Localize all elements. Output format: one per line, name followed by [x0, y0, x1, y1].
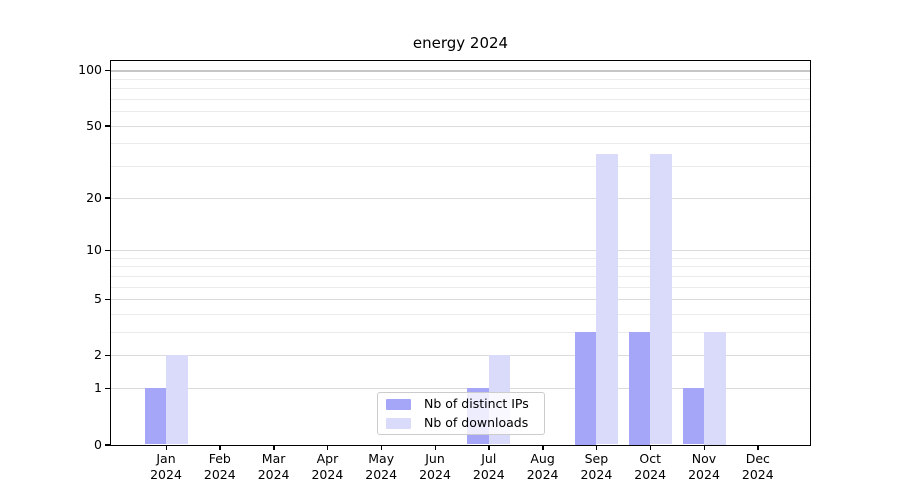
x-axis-tick [595, 444, 598, 450]
reference-line-100 [111, 69, 810, 72]
gridline-major [111, 299, 810, 301]
x-tick-label-oct: Oct 2024 [634, 451, 667, 482]
x-axis-tick [703, 444, 705, 450]
gridline-minor [111, 98, 810, 100]
x-tick-label-may: May 2024 [365, 451, 398, 482]
y-tick-label-20: 20 [86, 189, 102, 205]
x-tick-label-feb: Feb 2024 [203, 451, 236, 482]
gridline-minor [111, 88, 810, 89]
gridline-minor [111, 286, 810, 288]
y-tick-label-2: 2 [94, 347, 102, 363]
y-tick-label-100: 100 [78, 62, 102, 78]
bar-downloads-jan [166, 355, 188, 445]
gridline-minor [111, 332, 810, 333]
x-axis-tick [219, 444, 221, 450]
gridline-minor [111, 266, 810, 268]
y-axis-tick [105, 69, 110, 72]
x-tick-label-jun: Jun 2024 [419, 451, 451, 482]
x-tick-label-apr: Apr 2024 [311, 451, 344, 482]
gridline-major [111, 250, 810, 251]
x-axis-tick [488, 444, 490, 450]
y-tick-label-10: 10 [86, 242, 102, 257]
y-tick-label-5: 5 [94, 291, 102, 307]
gridline-major [111, 197, 810, 199]
gridline-minor [111, 143, 810, 145]
legend-label-distinct-ips: Nb of distinct IPs [424, 396, 529, 411]
y-tick-label-0: 0 [94, 436, 102, 452]
bar-distinct-ips-sep [574, 332, 597, 445]
legend-item-downloads: Nb of downloads [386, 415, 544, 431]
y-axis-tick [105, 125, 110, 127]
x-axis-tick [542, 444, 544, 450]
gridline-minor [111, 257, 810, 259]
bar-downloads-sep [596, 153, 618, 445]
gridline-minor [111, 313, 810, 315]
gridline-minor [111, 165, 810, 167]
x-tick-label-mar: Mar 2024 [257, 451, 290, 482]
x-axis-tick [326, 444, 329, 450]
y-axis-tick [105, 444, 110, 446]
bar-distinct-ips-oct [628, 332, 651, 445]
chart-title: energy 2024 [412, 34, 509, 52]
legend-swatch-downloads-icon [386, 417, 411, 429]
x-tick-label-aug: Aug 2024 [526, 451, 559, 482]
legend-item-distinct-ips: Nb of distinct IPs [386, 396, 544, 412]
gridline-major [111, 355, 810, 357]
gridline-minor [111, 111, 810, 112]
gridline-minor [111, 275, 810, 277]
x-axis-tick [757, 444, 759, 450]
bar-downloads-oct [650, 153, 672, 445]
x-axis-tick [273, 444, 275, 450]
x-axis-tick [434, 444, 436, 450]
y-axis-tick [105, 249, 110, 251]
y-tick-label-1: 1 [94, 380, 102, 396]
gridline-major [111, 388, 810, 390]
x-tick-label-jul: Jul 2024 [472, 451, 505, 482]
bar-distinct-ips-nov [682, 388, 704, 445]
y-axis-tick [105, 354, 110, 357]
x-axis-tick [380, 444, 383, 450]
x-tick-label-nov: Nov 2024 [688, 451, 720, 482]
y-axis-tick [105, 387, 110, 390]
legend: Nb of distinct IPs Nb of downloads [377, 392, 545, 435]
gridline-major [111, 125, 810, 127]
bar-downloads-nov [704, 332, 726, 445]
x-tick-label-jan: Jan 2024 [150, 451, 182, 482]
x-tick-label-dec: Dec 2024 [741, 451, 774, 482]
y-axis-tick [105, 197, 110, 199]
y-axis-tick [105, 298, 110, 301]
legend-swatch-distinct-ips-icon [386, 398, 411, 410]
gridline-minor [111, 78, 810, 80]
x-axis-tick [165, 444, 167, 450]
bar-distinct-ips-jan [144, 388, 166, 445]
x-axis-tick [649, 444, 652, 450]
x-tick-label-sep: Sep 2024 [580, 451, 613, 482]
legend-label-downloads: Nb of downloads [424, 415, 529, 430]
y-tick-label-50: 50 [86, 117, 102, 133]
